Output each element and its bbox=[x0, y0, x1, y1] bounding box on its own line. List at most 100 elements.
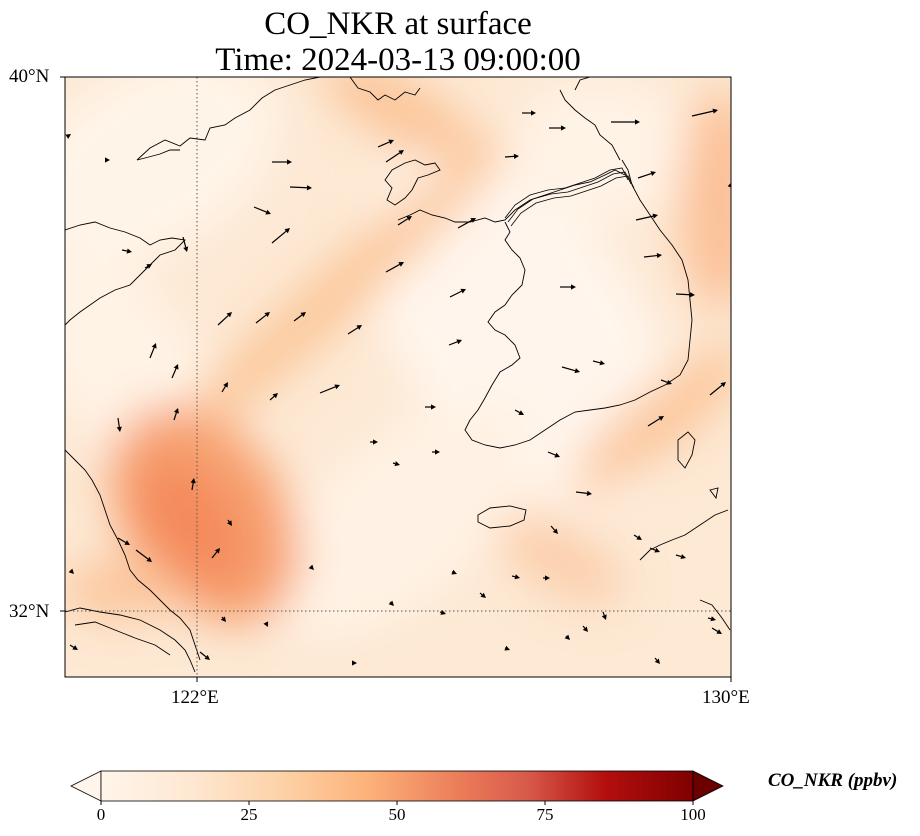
wind-arrow-shaft bbox=[217, 314, 229, 326]
wind-arrow-head bbox=[352, 660, 357, 666]
colorbar-label: CO_NKR (ppbv) bbox=[768, 770, 898, 791]
wind-arrow-head bbox=[656, 252, 662, 259]
wind-arrow-shaft bbox=[649, 547, 656, 551]
wind-arrow-head bbox=[666, 379, 672, 385]
wind-arrow-head bbox=[470, 218, 476, 223]
wind-arrow-head bbox=[652, 213, 658, 219]
wind-arrow-shaft bbox=[547, 451, 556, 456]
wind-arrow-shaft bbox=[221, 616, 224, 619]
wind-arrow-shaft bbox=[199, 651, 207, 658]
wind-arrow-head bbox=[406, 216, 412, 221]
wind-vectors bbox=[65, 108, 731, 666]
wind-arrow-head bbox=[226, 312, 232, 318]
wind-arrow-shaft bbox=[385, 152, 401, 163]
wind-arrow-head bbox=[513, 153, 519, 159]
wind-arrow-head bbox=[531, 110, 536, 116]
wind-arrow-head bbox=[265, 209, 271, 215]
wind-arrow-shaft bbox=[182, 236, 187, 248]
wind-arrow-head bbox=[574, 368, 580, 374]
wind-arrow-shaft bbox=[121, 249, 128, 252]
wind-arrow-shaft bbox=[135, 549, 149, 560]
wind-arrow-head bbox=[306, 185, 312, 191]
wind-arrow-head bbox=[183, 246, 189, 252]
wind-arrow-head bbox=[712, 108, 718, 114]
wind-arrow-head bbox=[388, 600, 394, 606]
wind-arrow-head bbox=[720, 382, 726, 388]
wind-arrow-shaft bbox=[227, 519, 230, 523]
colorbar-tick-25: 25 bbox=[240, 805, 258, 824]
wind-arrow-shaft bbox=[319, 386, 336, 394]
wind-arrow-head bbox=[272, 393, 278, 399]
wind-arrow-shaft bbox=[575, 491, 588, 494]
wind-arrow-head bbox=[173, 364, 179, 370]
wind-arrow-head bbox=[65, 134, 71, 139]
colorbar-tick-75: 75 bbox=[536, 805, 554, 824]
wind-arrow-head bbox=[287, 159, 292, 165]
wind-arrow-head bbox=[214, 548, 220, 554]
wind-arrow-head bbox=[116, 426, 122, 432]
wind-arrow-shaft bbox=[397, 218, 409, 226]
wind-arrow-head bbox=[394, 461, 400, 467]
wind-arrow-head bbox=[440, 609, 446, 615]
wind-arrow-head bbox=[571, 284, 576, 290]
wind-arrow-head bbox=[68, 568, 74, 574]
wind-arrow-head bbox=[654, 658, 660, 664]
map-time-subtitle: Time: 2024-03-13 09:00:00 bbox=[215, 42, 581, 78]
wind-arrow-shaft bbox=[191, 482, 194, 491]
wind-arrow-head bbox=[451, 569, 457, 575]
wind-arrow-head bbox=[373, 439, 378, 445]
wind-arrow-shaft bbox=[709, 384, 723, 396]
wind-arrow-shaft bbox=[457, 219, 472, 229]
wind-arrow-head bbox=[435, 449, 440, 455]
wind-arrow-shaft bbox=[660, 379, 668, 383]
wind-arrow-head bbox=[599, 360, 605, 366]
wind-arrow-shaft bbox=[347, 327, 359, 335]
colorbar-extend-max bbox=[692, 770, 724, 802]
wind-arrow-shaft bbox=[479, 592, 483, 596]
wind-arrow-head bbox=[504, 645, 510, 651]
wind-arrow-head bbox=[146, 264, 152, 269]
wind-arrow-head bbox=[710, 616, 716, 622]
lat-tick-32n: 32°N bbox=[9, 601, 50, 622]
wind-arrow-head bbox=[654, 547, 660, 553]
wind-arrow-head bbox=[204, 654, 210, 660]
wind-arrow-shaft bbox=[592, 360, 601, 364]
wind-arrow-shaft bbox=[117, 417, 120, 428]
wind-arrow-shaft bbox=[448, 341, 458, 346]
wind-arrow-head bbox=[658, 416, 664, 421]
wind-arrow-shaft bbox=[582, 625, 586, 629]
wind-arrow-shaft bbox=[550, 525, 556, 531]
wind-arrow-shaft bbox=[647, 418, 661, 427]
wind-arrow-head bbox=[334, 384, 340, 390]
wind-arrow-head bbox=[601, 614, 607, 620]
wind-arrow-shaft bbox=[635, 215, 654, 221]
wind-arrow-head bbox=[727, 182, 731, 188]
wind-arrow-shaft bbox=[271, 230, 287, 244]
wind-arrow-head bbox=[480, 592, 486, 598]
wind-arrow-head bbox=[300, 312, 306, 318]
coastlines bbox=[65, 77, 731, 673]
wind-arrow-head bbox=[635, 119, 640, 125]
lat-tick-40n: 40°N bbox=[9, 66, 50, 87]
wind-arrow-shaft bbox=[221, 385, 226, 393]
wind-arrow-head bbox=[356, 325, 362, 330]
colorbar-tick-0: 0 bbox=[96, 805, 106, 824]
wind-arrow-shaft bbox=[514, 409, 520, 414]
wind-arrow-head bbox=[545, 575, 550, 581]
wind-arrow-head bbox=[636, 535, 642, 540]
wind-arrow-head bbox=[586, 490, 592, 496]
wind-arrow-shaft bbox=[289, 186, 308, 189]
wind-arrow-shaft bbox=[385, 263, 400, 273]
wind-arrow-shaft bbox=[69, 644, 75, 648]
wind-arrow-head bbox=[582, 626, 588, 632]
colorbar-tick-100: 100 bbox=[680, 805, 706, 824]
wind-arrow-head bbox=[284, 228, 290, 234]
wind-arrow-head bbox=[431, 404, 436, 410]
wind-arrow-head bbox=[564, 634, 570, 640]
wind-arrow-head bbox=[190, 478, 196, 484]
lon-tick-130e: 130°E bbox=[702, 687, 750, 708]
wind-arrow-shaft bbox=[561, 366, 576, 372]
wind-arrow-shaft bbox=[144, 265, 148, 269]
